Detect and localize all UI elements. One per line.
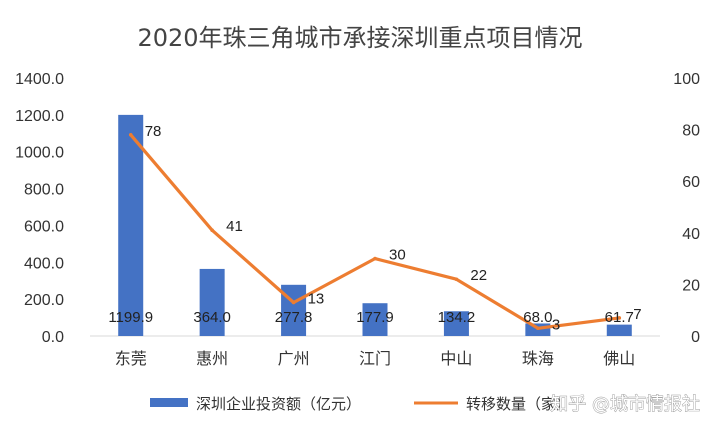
x-category-label: 江门 [359,349,391,368]
bar-data-label: 364.0 [193,309,231,326]
line-point [617,316,622,320]
bar-data-label: 277.8 [275,309,313,326]
line-data-label: 3 [552,316,560,333]
y-left-tick-label: 0.0 [42,329,64,346]
line-point [454,277,459,282]
y-right-tick-label: 100 [673,71,700,88]
y-left-tick-label: 600.0 [24,218,64,235]
bar-data-label: 61.7 [605,309,634,326]
watermark: 知乎 @城市情报社 [550,394,701,416]
legend: 深圳企业投资额（亿元） 转移数量（家） [150,395,571,413]
line-data-label: 78 [145,123,162,140]
bar [362,303,388,336]
legend-swatch-bar [150,398,188,407]
y-left-tick-label: 200.0 [24,292,64,309]
axes-layer: 0.0 200.0 400.0 600.0 800.0 1000.0 1200.0 1400.… [15,71,700,368]
line-point [128,132,133,137]
line-data-label: 22 [470,267,487,284]
labels-layer: 1199.9 364.0 277.8 177.9 134.2 68.0 61.7 78 41 13… [108,123,641,334]
y-right-tick-label: 60 [682,174,700,191]
x-category-label: 惠州 [196,349,228,368]
y-left-tick-label: 400.0 [24,255,64,272]
line-data-label: 30 [389,247,406,264]
line-point [210,228,214,233]
chart-title: 2020年珠三角城市承接深圳重点项目情况 [137,24,582,52]
x-category-label: 珠海 [522,349,554,368]
bar-data-label: 177.9 [356,309,394,326]
bar [199,268,225,336]
x-category-label: 中山 [440,349,472,368]
y-left-tick-label: 1200.0 [15,108,64,125]
y-left-tick-label: 1000.0 [15,145,64,162]
bar-data-label: 1199.9 [108,309,153,326]
legend-label-bar: 深圳企业投资额（亿元） [196,395,361,413]
x-category-label: 佛山 [603,349,635,368]
y-right-tick-label: 40 [682,226,700,243]
y-right-tick-label: 20 [682,277,700,294]
line-point [536,326,540,331]
line-data-label: 7 [633,306,641,323]
bar [443,311,469,336]
y-left-tick-label: 1400.0 [15,71,64,88]
line-point [291,300,296,305]
bar [118,114,144,336]
line-data-label: 13 [308,290,325,307]
bar [606,324,632,336]
y-right-tick-label: 0 [691,329,700,346]
y-right-tick-label: 80 [682,123,700,140]
line-data-label: 41 [226,218,243,235]
y-left-tick-label: 800.0 [24,182,64,199]
line-point [373,256,377,261]
bar-data-label: 68.0 [523,309,552,326]
bars-layer [118,114,632,336]
x-category-label: 东莞 [115,349,147,368]
watermark-text: 知乎 @城市情报社 [550,394,700,415]
legend-label-line: 转移数量（家） [466,395,571,413]
line-layer [128,132,622,331]
bar-data-label: 134.2 [438,309,476,326]
x-category-label: 广州 [278,349,310,368]
